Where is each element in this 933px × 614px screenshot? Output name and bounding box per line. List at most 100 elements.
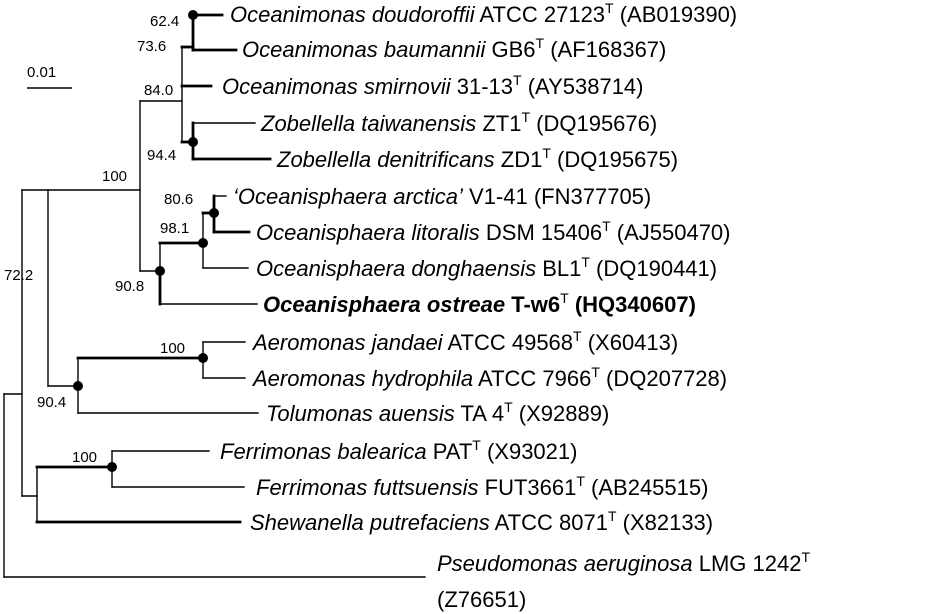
node-dot	[209, 208, 219, 218]
node-dot	[107, 462, 117, 472]
taxon-strain: GB6	[485, 37, 535, 62]
taxon-label: ‘Oceanisphaera arctica’ V1-41 (FN377705)	[233, 184, 651, 209]
type-strain-marker: T	[605, 0, 614, 16]
type-strain-marker: T	[521, 109, 530, 125]
taxon-accession: (AB019390)	[614, 2, 738, 27]
taxon-strain: DSM 15406	[480, 220, 602, 245]
taxon-strain: BL1	[536, 256, 581, 281]
scale-bar: 0.01	[27, 64, 72, 89]
bootstrap-value: 73.6	[137, 38, 166, 55]
taxon-label: Aeromonas hydrophila ATCC 7966T (DQ20772…	[251, 364, 727, 391]
bootstrap-value: 100	[160, 340, 185, 357]
type-strain-marker: T	[576, 473, 585, 489]
taxon-accession: (AF168367)	[544, 37, 666, 62]
taxon-label: Pseudomonas aeruginosa LMG 1242T	[437, 549, 810, 576]
type-strain-marker: T	[560, 290, 569, 306]
bootstrap-value: 80.6	[164, 191, 193, 208]
bootstrap-value: 72.2	[4, 267, 33, 284]
type-strain-marker: T	[602, 218, 611, 234]
taxon-name: Zobellella denitrificans	[276, 147, 495, 172]
taxon-label: Ferrimonas balearica PATT (X93021)	[220, 437, 577, 464]
node-dot	[198, 353, 208, 363]
taxon-name: Ferrimonas balearica	[220, 439, 427, 464]
type-strain-marker: T	[801, 549, 810, 565]
taxon-labels: Oceanimonas doudoroffii ATCC 27123T (AB0…	[220, 0, 810, 612]
bootstrap-value: 100	[102, 168, 127, 185]
taxon-label: Ferrimonas futtsuensis FUT3661T (AB24551…	[256, 473, 708, 500]
taxon-strain: ATCC 8071	[490, 510, 608, 535]
taxon-label: Oceanisphaera donghaensis BL1T (DQ190441…	[256, 254, 717, 281]
taxon-name: Aeromonas hydrophila	[251, 366, 473, 391]
type-strain-marker: T	[581, 254, 590, 270]
taxon-label: Oceanimonas smirnovii 31-13T (AY538714)	[222, 72, 644, 99]
bootstrap-labels: 62.4 73.6 84.0 94.4 100 80.6 98.1 90.8 7…	[4, 13, 193, 466]
bootstrap-value: 94.4	[147, 147, 176, 164]
taxon-accession: (AY538714)	[522, 74, 644, 99]
taxon-accession: (DQ190441)	[590, 256, 717, 281]
taxon-name: Oceanimonas doudoroffii	[230, 2, 476, 27]
taxon-accession: (X93021)	[481, 439, 578, 464]
type-strain-marker: T	[513, 72, 522, 88]
node-dot	[155, 266, 165, 276]
taxon-label: Shewanella putrefaciens ATCC 8071T (X821…	[250, 508, 713, 535]
taxon-label: Tolumonas auensis TA 4T (X92889)	[266, 399, 609, 426]
node-dot	[188, 137, 198, 147]
type-strain-marker: T	[536, 35, 545, 51]
bootstrap-value: 100	[72, 449, 97, 466]
taxon-accession: (X82133)	[617, 510, 714, 535]
taxon-label: Oceanisphaera ostreae T-w6T (HQ340607)	[263, 290, 696, 317]
taxon-accession: (DQ195675)	[551, 147, 678, 172]
taxon-strain: LMG 1242	[693, 551, 802, 576]
taxon-accession: (AB245515)	[585, 475, 709, 500]
taxon-label: Oceanimonas doudoroffii ATCC 27123T (AB0…	[230, 0, 737, 27]
taxon-label: Oceanisphaera litoralis DSM 15406T (AJ55…	[256, 218, 731, 245]
bootstrap-value: 62.4	[150, 13, 179, 30]
taxon-label: Aeromonas jandaei ATCC 49568T (X60413)	[251, 328, 678, 355]
bootstrap-value: 84.0	[144, 82, 173, 99]
taxon-name: Ferrimonas futtsuensis	[256, 475, 479, 500]
scale-bar-label: 0.01	[27, 64, 56, 81]
node-dot	[198, 238, 208, 248]
taxon-strain: ATCC 49568	[443, 330, 573, 355]
taxon-name: Oceanimonas baumannii	[242, 37, 486, 62]
taxon-label: Zobellella denitrificans ZD1T (DQ195675)	[276, 145, 678, 172]
taxon-name: Pseudomonas aeruginosa	[437, 551, 693, 576]
taxon-strain: ZD1	[495, 147, 543, 172]
taxon-strain: ATCC 27123	[475, 2, 605, 27]
type-strain-marker: T	[472, 437, 481, 453]
bootstrap-value: 90.8	[115, 278, 144, 295]
bootstrap-value: 90.4	[37, 394, 66, 411]
taxon-accession: (AJ550470)	[611, 220, 731, 245]
node-dot	[188, 10, 198, 20]
type-strain-marker: T	[608, 508, 617, 524]
taxon-strain: ATCC 7966	[473, 366, 591, 391]
taxon-strain: ZT1	[476, 111, 521, 136]
taxon-name: Oceanimonas smirnovii	[222, 74, 452, 99]
taxon-strain: FUT3661	[479, 475, 577, 500]
type-strain-marker: T	[573, 328, 582, 344]
taxon-accession: (DQ195676)	[530, 111, 657, 136]
node-dot	[73, 381, 83, 391]
taxon-accession: (X92889)	[513, 401, 610, 426]
taxon-label: Zobellella taiwanensis ZT1T (DQ195676)	[260, 109, 657, 136]
taxon-accession: (HQ340607)	[569, 292, 696, 317]
taxon-strain: T-w6	[505, 292, 560, 317]
taxon-label: Oceanimonas baumannii GB6T (AF168367)	[242, 35, 666, 62]
taxon-accession: (DQ207728)	[600, 366, 727, 391]
taxon-name: Oceanisphaera litoralis	[256, 220, 480, 245]
type-strain-marker: T	[504, 399, 513, 415]
taxon-name: ‘Oceanisphaera arctica’	[233, 184, 464, 209]
node-markers	[73, 10, 219, 472]
taxon-name: Oceanisphaera donghaensis	[256, 256, 536, 281]
taxon-accession: (X60413)	[582, 330, 679, 355]
taxon-name: Shewanella putrefaciens	[250, 510, 490, 535]
taxon-strain: V1-41	[463, 184, 528, 209]
type-strain-marker: T	[542, 145, 551, 161]
taxon-name: Zobellella taiwanensis	[260, 111, 476, 136]
taxon-strain: 31-13	[451, 74, 513, 99]
taxon-name: Oceanisphaera ostreae	[263, 292, 505, 317]
taxon-accession: (FN377705)	[528, 184, 652, 209]
taxon-strain: TA 4	[455, 401, 504, 426]
taxon-accession-wrapped: (Z76651)	[437, 587, 526, 612]
